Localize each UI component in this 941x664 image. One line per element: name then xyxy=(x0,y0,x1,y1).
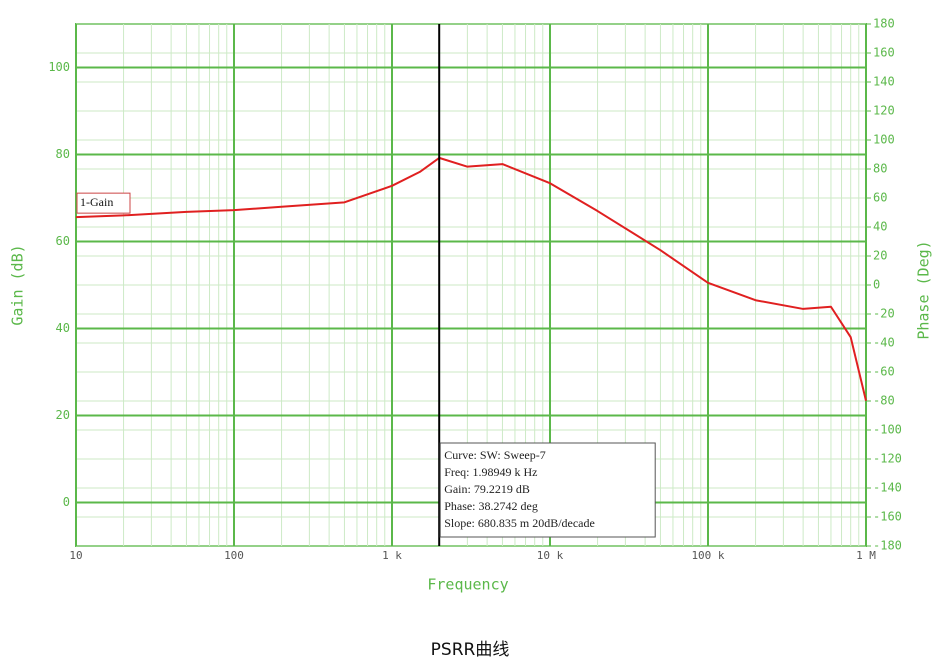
y-tick-label: 40 xyxy=(56,321,70,335)
y2-tick-label: -40 xyxy=(873,336,895,350)
x-tick-label: 1 M xyxy=(856,549,876,562)
y2-tick-label: -120 xyxy=(873,452,902,466)
info-line: Freq: 1.98949 k Hz xyxy=(444,465,537,479)
info-line: Gain: 79.2219 dB xyxy=(444,482,530,496)
y2-tick-label: -60 xyxy=(873,365,895,379)
y-tick-label: 100 xyxy=(48,60,70,74)
y-axis-label: Gain (dB) xyxy=(9,244,27,325)
y2-tick-label: 160 xyxy=(873,46,895,60)
y2-axis-label: Phase (Deg) xyxy=(915,240,933,339)
cursor-info: Curve: SW: Sweep-7 Freq: 1.98949 k Hz Gain… xyxy=(439,442,656,538)
y2-tick-label: -80 xyxy=(873,394,895,408)
legend-box xyxy=(76,192,131,214)
y2-tick-label: 40 xyxy=(873,220,887,234)
y2-tick-label: 100 xyxy=(873,133,895,147)
x-tick-label: 100 k xyxy=(691,549,724,562)
x-tick-label: 100 xyxy=(224,549,244,562)
series-line xyxy=(75,156,867,401)
y2-tick-label: -100 xyxy=(873,423,902,437)
y2-tick-label: -20 xyxy=(873,307,895,321)
info-line: Phase: 38.2742 deg xyxy=(444,499,538,513)
y2-tick-label: 60 xyxy=(873,191,887,205)
y2-tick-label: 0 xyxy=(873,278,880,292)
x-tick-label: 1 k xyxy=(382,549,402,562)
y2-tick-label: 80 xyxy=(873,162,887,176)
y2-tick-label: 120 xyxy=(873,104,895,118)
y2-tick-label: 20 xyxy=(873,249,887,263)
y-tick-label: 80 xyxy=(56,147,70,161)
y-tick-label: 20 xyxy=(56,408,70,422)
y2-tick-label: -140 xyxy=(873,481,902,495)
y2-tick-label: 140 xyxy=(873,75,895,89)
info-box xyxy=(439,442,656,538)
y2-tick-label: -180 xyxy=(873,539,902,553)
chart-title: PSRR曲线 xyxy=(431,640,510,660)
info-line: Curve: SW: Sweep-7 xyxy=(444,448,546,462)
x-tick-label: 10 xyxy=(69,549,82,562)
legend-label: 1-Gain xyxy=(80,195,113,209)
x-axis-label: Frequency xyxy=(427,576,508,594)
y-tick-label: 0 xyxy=(63,495,70,509)
y-tick-label: 60 xyxy=(56,234,70,248)
y2-tick-label: -160 xyxy=(873,510,902,524)
x-tick-label: 10 k xyxy=(537,549,564,562)
y2-tick-label: 180 xyxy=(873,17,895,31)
info-line: Slope: 680.835 m 20dB/decade xyxy=(444,516,595,530)
